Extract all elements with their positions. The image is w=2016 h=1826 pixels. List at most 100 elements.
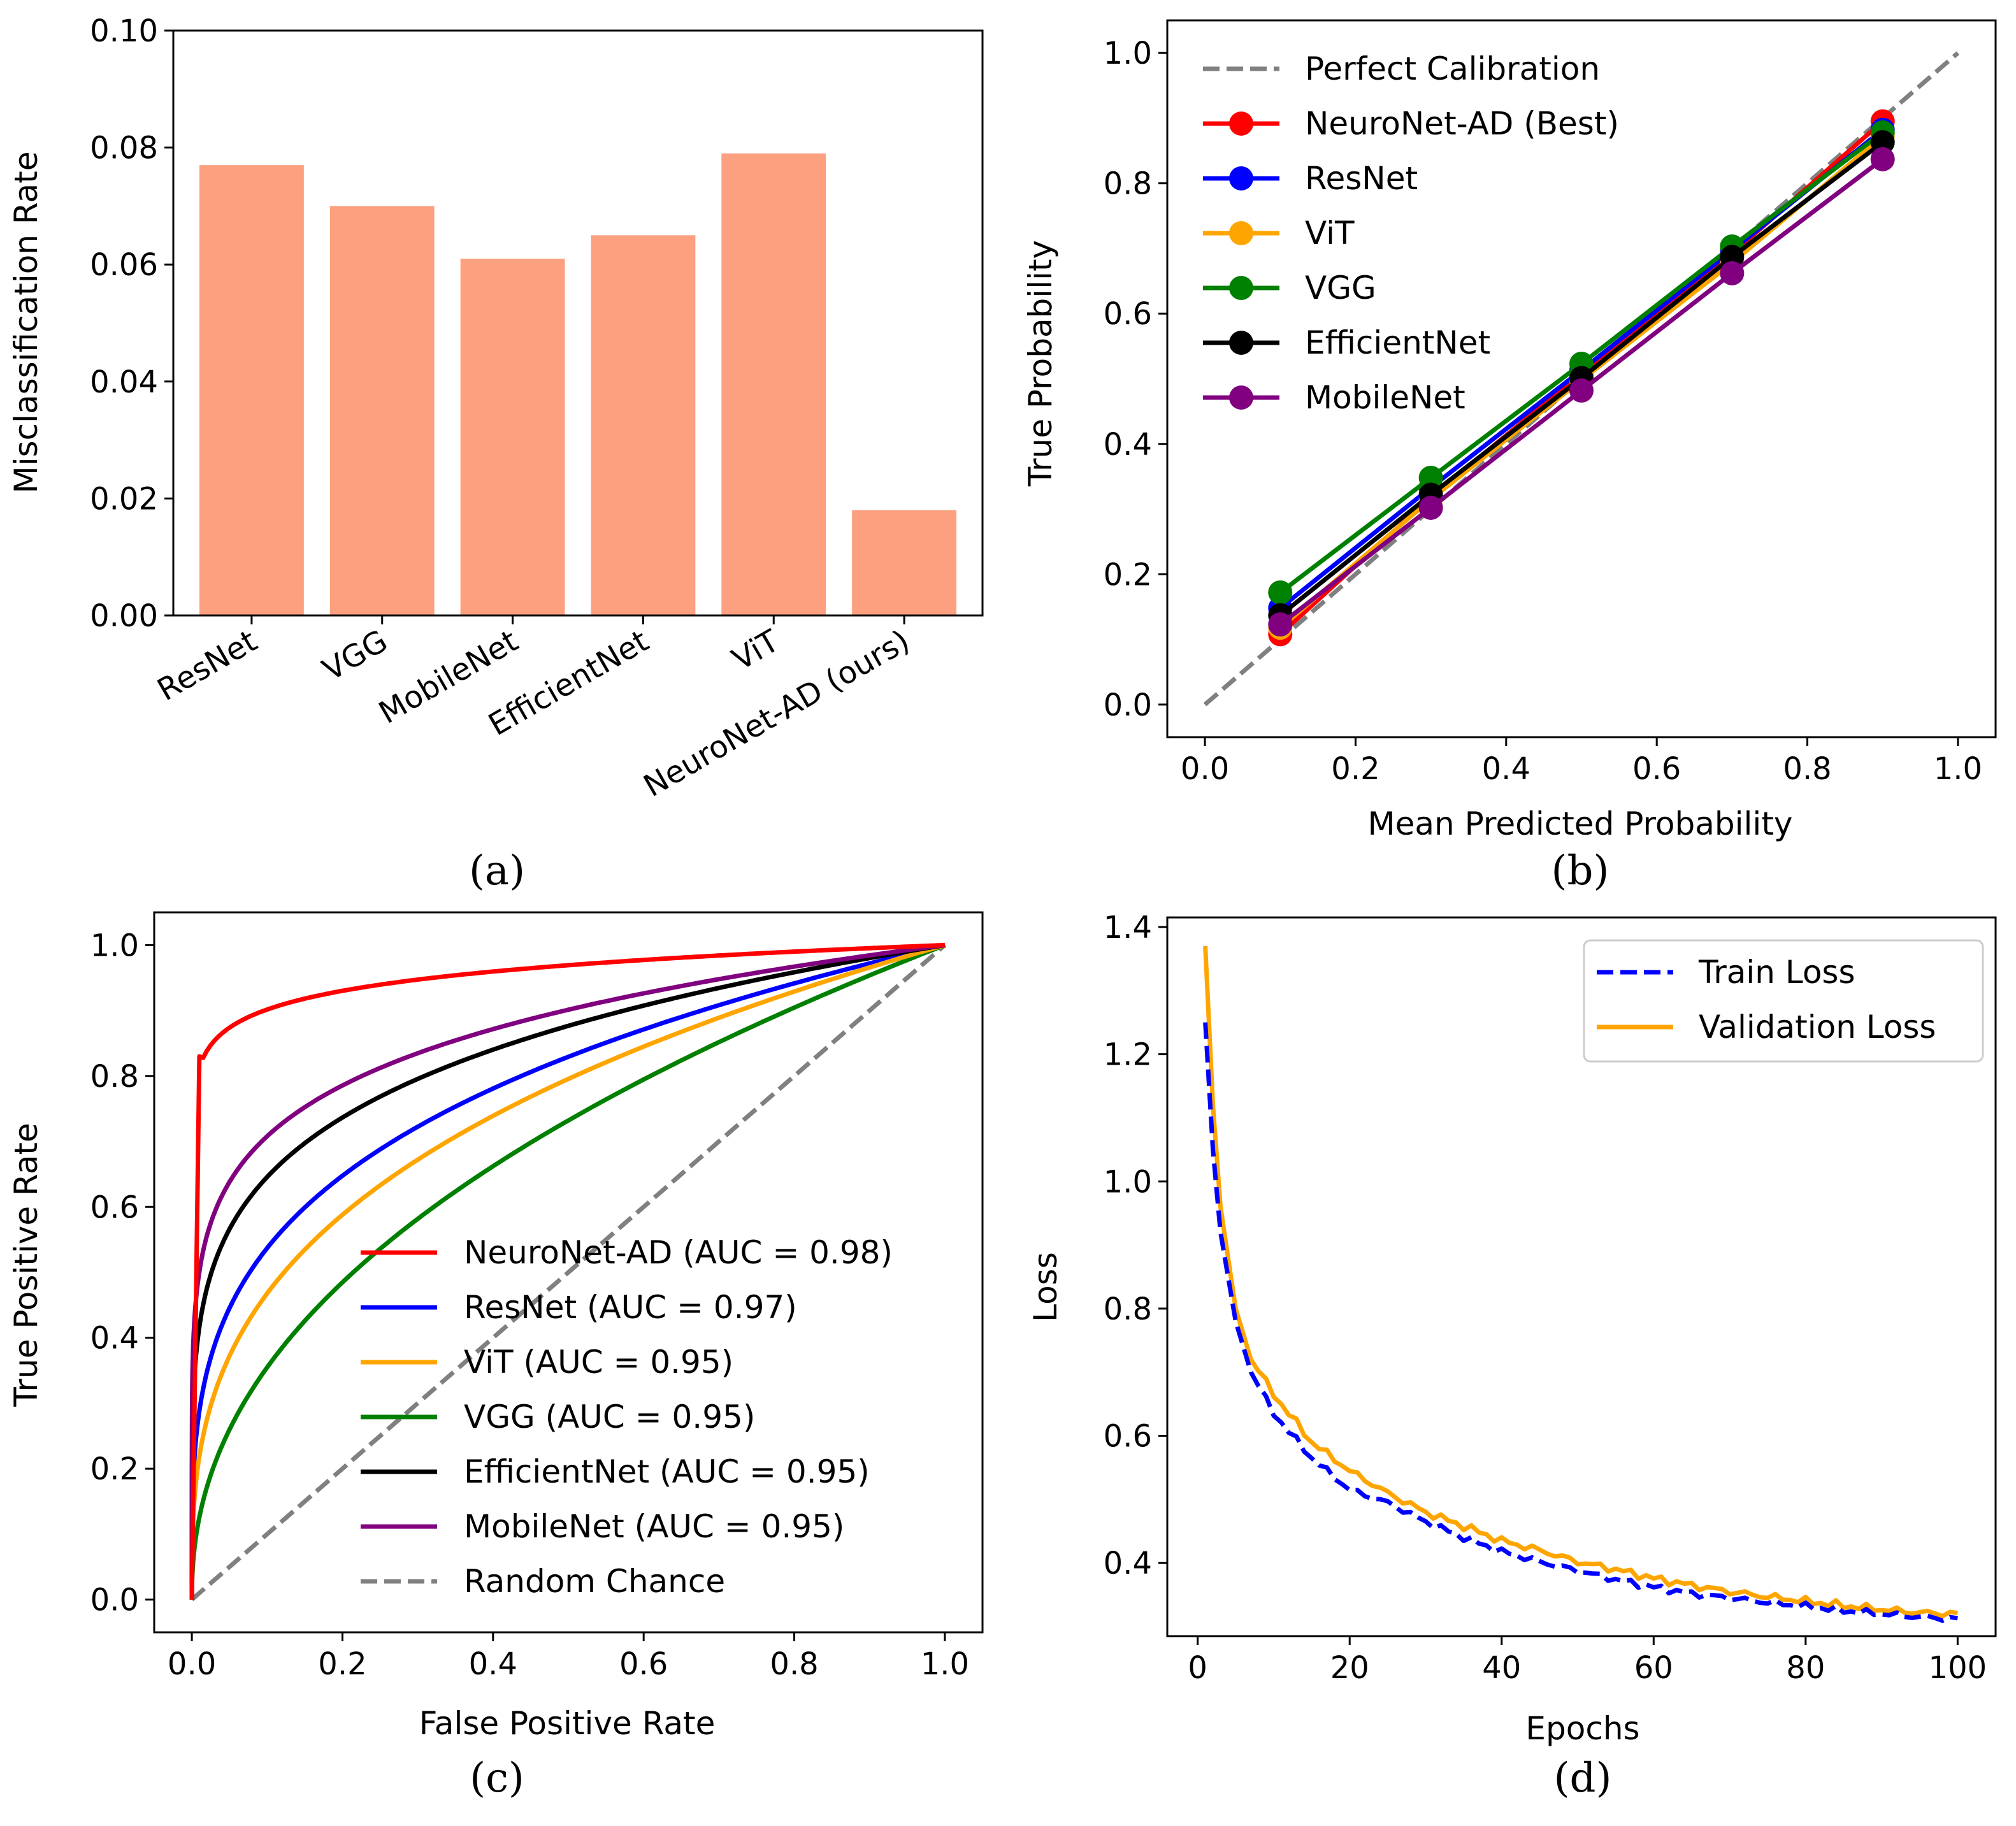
panel-d-x-tick-label: 100 [1929, 1650, 1987, 1686]
calibration-point-efficientnet [1870, 130, 1895, 155]
panel-b-calibration-chart: 0.0 0.2 0.4 0.6 0.8 1.0 0.0 0.2 0.4 0.6 0.8 1.0 Mea… [1022, 19, 1997, 895]
panel-c-y-tick-label: 0.2 [90, 1451, 139, 1487]
legend-marker-efficientnet [1229, 331, 1253, 355]
panel-a-caption: (a) [469, 847, 525, 895]
legend-marker-resnet [1229, 166, 1253, 191]
legend-label-validation-loss: Validation Loss [1699, 1009, 1936, 1046]
legend-label-perfect-calibration: Perfect Calibration [1305, 50, 1600, 87]
roc-curve-neuronet-ad [189, 942, 946, 1600]
bar-efficientnet [591, 235, 696, 615]
panel-c-x-tick-label: 0.6 [619, 1646, 668, 1682]
panel-c-axes-frame [153, 911, 984, 1634]
calibration-point-mobilenet [1418, 496, 1443, 520]
panel-c-y-tick-label: 0.0 [90, 1583, 139, 1618]
panel-d-x-tick-label: 40 [1482, 1650, 1521, 1686]
panel-c-y-tick-label: 0.6 [90, 1190, 139, 1225]
panel-c-y-axis-label: True Positive Rate [8, 1123, 45, 1407]
panel-d-x-axis-label: Epochs [1525, 1710, 1639, 1747]
panel-b-x-tick-label: 0.8 [1783, 751, 1831, 787]
roc-curve-random-chance [190, 943, 947, 1602]
panel-a-axes-frame [172, 29, 984, 617]
panel-d-caption: (d) [1554, 1755, 1612, 1802]
legend-marker-mobilenet [1229, 385, 1253, 410]
panel-d-y-tick-label: 0.4 [1104, 1546, 1152, 1581]
panel-d-y-tick-label: 1.2 [1104, 1037, 1152, 1073]
legend-label-efficientnet: EfficientNet (AUC = 0.95) [464, 1453, 870, 1490]
panel-c-y-tick-label: 0.8 [90, 1059, 139, 1095]
panel-a-y-axis-label: Misclassification Rate [8, 151, 45, 493]
panel-c-caption: (c) [470, 1755, 524, 1802]
panel-c-y-tick-label: 1.0 [90, 928, 139, 963]
roc-curve-efficientnet [189, 942, 946, 1600]
calibration-point-vgg [1418, 465, 1443, 490]
legend-label-resnet: ResNet [1305, 160, 1418, 197]
legend-label-train-loss: Train Loss [1698, 954, 1855, 991]
panel-d-y-axis-label: Loss [1027, 1252, 1064, 1322]
panel-d-loss-chart: 0.4 0.6 0.8 1.0 1.2 1.4 0 20 40 60 80 100 Epochs (d… [1027, 910, 1997, 1802]
loss-curve-validation-loss [1203, 945, 1958, 1619]
panel-c-x-axis-label: False Positive Rate [419, 1705, 716, 1742]
panel-b-x-tick-label: 0.2 [1331, 751, 1379, 787]
panel-d-y-tick-label: 1.0 [1104, 1164, 1152, 1200]
calibration-point-mobilenet [1870, 147, 1895, 171]
panel-d-x-tick-label: 80 [1786, 1650, 1825, 1686]
panel-b-axes-frame [1166, 19, 1997, 738]
legend-marker-vgg [1229, 276, 1253, 300]
legend-label-neuronet-ad-best: NeuroNet-AD (Best) [1305, 105, 1619, 142]
panel-d-x-tick-label: 20 [1330, 1650, 1369, 1686]
panel-d-legend: Train Loss Validation Loss [1583, 939, 1984, 1063]
panel-b-y-tick-label: 0.0 [1104, 687, 1152, 723]
legend-label-resnet: ResNet (AUC = 0.97) [464, 1289, 797, 1326]
panel-d-plot: 0.4 0.6 0.8 1.0 1.2 1.4 0 20 40 60 80 100 [1104, 910, 1997, 1686]
panel-a-x-tick-label: ViT [726, 623, 786, 678]
panel-c-x-tick-label: 1.0 [921, 1646, 969, 1682]
calibration-point-mobilenet [1720, 261, 1745, 285]
bar-neuronet-ad-ours- [852, 510, 957, 615]
roc-curve-resnet [189, 942, 946, 1600]
panel-a-x-tick-label: VGG [317, 623, 394, 688]
panel-b-y-tick-label: 1.0 [1104, 36, 1152, 71]
panel-a-y-tick-label: 0.06 [90, 247, 158, 283]
panel-c-x-tick-label: 0.4 [469, 1646, 517, 1682]
bar-resnet [199, 165, 304, 615]
panel-b-x-tick-label: 0.6 [1632, 751, 1681, 787]
panel-d-y-tick-label: 0.8 [1104, 1291, 1152, 1327]
panel-b-y-axis-label: True Probability [1022, 240, 1059, 487]
panel-b-x-tick-label: 1.0 [1934, 751, 1982, 787]
panel-a-y-tick-label: 0.04 [90, 364, 158, 400]
bar-vgg [329, 206, 435, 615]
panel-a-y-tick-label: 0.10 [90, 13, 158, 49]
panel-b-x-axis-label: Mean Predicted Probability [1367, 805, 1792, 842]
panel-d-axes-frame [1166, 916, 1997, 1637]
loss-curve-train-loss [1203, 1022, 1958, 1623]
calibration-point-mobilenet [1268, 612, 1293, 637]
panel-c-roc-chart: 0.0 0.2 0.4 0.6 0.8 1.0 0.0 0.2 0.4 0.6 0.8 1.0 Fal… [8, 911, 984, 1802]
calibration-point-vgg [1268, 580, 1293, 605]
panel-b-x-tick-label: 0.0 [1181, 751, 1229, 787]
panel-b-plot: 0.0 0.2 0.4 0.6 0.8 1.0 0.0 0.2 0.4 0.6 0.8 1.0 [1104, 19, 1997, 787]
panel-b-y-tick-label: 0.6 [1104, 296, 1152, 332]
panel-a-y-tick-label: 0.08 [90, 131, 158, 166]
legend-label-vgg: VGG [1305, 270, 1376, 306]
legend-label-random-chance: Random Chance [464, 1563, 725, 1600]
panel-c-x-tick-label: 0.2 [318, 1646, 366, 1682]
panel-b-y-tick-label: 0.2 [1104, 557, 1152, 593]
panel-d-y-tick-label: 0.6 [1104, 1419, 1152, 1455]
legend-label-neuronet-ad: NeuroNet-AD (AUC = 0.98) [464, 1234, 893, 1271]
panel-c-y-tick-label: 0.4 [90, 1321, 139, 1356]
roc-curve-vgg [189, 943, 946, 1600]
legend-label-vgg: VGG (AUC = 0.95) [464, 1398, 755, 1435]
legend-label-mobilenet: MobileNet (AUC = 0.95) [464, 1508, 844, 1545]
calibration-point-mobilenet [1569, 378, 1594, 403]
legend-label-efficientnet: EfficientNet [1305, 324, 1490, 361]
roc-curve-vit [189, 943, 946, 1600]
panel-c-x-tick-label: 0.8 [770, 1646, 818, 1682]
legend-label-vit: ViT (AUC = 0.95) [464, 1344, 733, 1381]
legend-marker-vit [1229, 221, 1253, 245]
legend-label-vit: ViT [1305, 215, 1355, 252]
bar-vit [721, 153, 826, 615]
panel-b-x-tick-label: 0.4 [1482, 751, 1530, 787]
